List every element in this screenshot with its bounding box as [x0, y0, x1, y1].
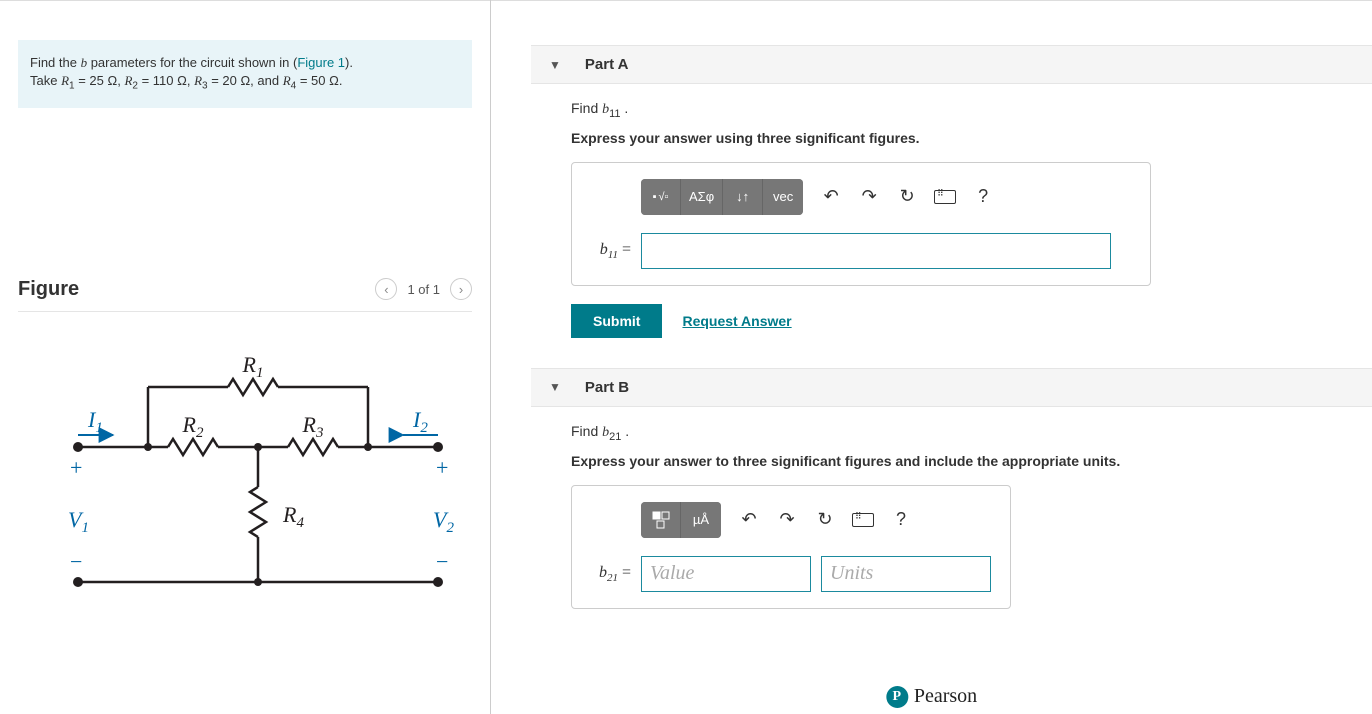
eq-sub: 11: [608, 249, 618, 261]
keyboard-icon-b[interactable]: [851, 508, 875, 532]
problem-after-link: ).: [345, 55, 353, 70]
part-a-section: ▼ Part A Find b11 . Express your answer …: [491, 45, 1372, 338]
eq-var-b: b: [599, 564, 607, 581]
edit-toolbar-b: ↶ ↷ ↻ ?: [737, 502, 913, 538]
template-button[interactable]: ▪√▫: [641, 179, 681, 215]
r1-sym: R: [61, 73, 69, 88]
eq-eq-b: =: [618, 564, 631, 581]
svg-text:+: +: [70, 455, 82, 480]
reset-button-b[interactable]: ↻: [813, 508, 837, 532]
part-b-title: Part B: [585, 379, 629, 396]
part-b-body: Find b21 . Express your answer to three …: [491, 407, 1332, 609]
r2-val: = 110 Ω,: [138, 73, 194, 88]
units-toolbar: µÅ: [641, 502, 721, 538]
frac-button[interactable]: [641, 502, 681, 538]
svg-text:I2: I2: [412, 407, 428, 436]
take-prefix: Take: [30, 73, 61, 88]
submit-button[interactable]: Submit: [571, 304, 662, 338]
svg-text:I1: I1: [87, 407, 103, 436]
next-figure-button[interactable]: ›: [450, 278, 472, 300]
pearson-footer: P Pearson: [886, 685, 977, 708]
b21-label: b21 =: [586, 564, 631, 584]
left-pane: Find the b parameters for the circuit sh…: [0, 0, 490, 714]
figure-header: Figure ‹ 1 of 1 ›: [18, 278, 472, 312]
part-a-title: Part A: [585, 56, 629, 73]
find-suffix-b: .: [621, 423, 629, 439]
part-b-eq-row: b21 =: [586, 556, 996, 592]
greek-button[interactable]: ΑΣφ: [681, 179, 723, 215]
collapse-icon[interactable]: ▼: [549, 58, 561, 72]
prev-figure-button[interactable]: ‹: [375, 278, 397, 300]
part-b-instruction: Express your answer to three significant…: [571, 453, 1332, 469]
part-a-submit-row: Submit Request Answer: [571, 304, 1332, 338]
b21-units-input[interactable]: [821, 556, 991, 592]
part-a-header: ▼ Part A: [531, 45, 1372, 84]
keyboard-icon[interactable]: [933, 185, 957, 209]
b11-input[interactable]: [641, 233, 1111, 269]
undo-button[interactable]: ↶: [819, 185, 843, 209]
figure-title: Figure: [18, 278, 79, 301]
math-toolbar: ▪√▫ ΑΣφ ↓↑ vec: [641, 179, 803, 215]
svg-text:R1: R1: [242, 357, 264, 381]
b21-value-input[interactable]: [641, 556, 811, 592]
part-b-find: Find b21 .: [571, 423, 1332, 443]
subscript-button[interactable]: ↓↑: [723, 179, 763, 215]
svg-text:R3: R3: [302, 412, 324, 441]
r3-sym: R: [194, 73, 202, 88]
undo-button-b[interactable]: ↶: [737, 508, 761, 532]
problem-statement: Find the b parameters for the circuit sh…: [18, 40, 472, 108]
problem-text: Find the: [30, 55, 81, 70]
redo-button[interactable]: ↷: [857, 185, 881, 209]
r4-sym: R: [283, 73, 291, 88]
collapse-icon[interactable]: ▼: [549, 380, 561, 394]
right-pane: ▼ Part A Find b11 . Express your answer …: [491, 0, 1372, 714]
svg-text:V2: V2: [433, 507, 454, 536]
b21-sub: 21: [609, 431, 621, 443]
pearson-logo-icon: P: [886, 686, 908, 708]
pager-text: 1 of 1: [407, 282, 440, 297]
svg-text:V1: V1: [68, 507, 89, 536]
part-a-body: Find b11 . Express your answer using thr…: [491, 84, 1332, 338]
vector-button[interactable]: vec: [763, 179, 803, 215]
problem-text-mid: parameters for the circuit shown in (: [87, 55, 297, 70]
eq-eq: =: [618, 241, 631, 258]
figure-pager: ‹ 1 of 1 ›: [375, 278, 472, 300]
part-a-eq-row: b11 =: [586, 233, 1136, 269]
r4-val: = 50 Ω.: [296, 73, 342, 88]
part-b-answer-box: µÅ ↶ ↷ ↻ ? b21 =: [571, 485, 1011, 609]
part-a-answer-box: ▪√▫ ΑΣφ ↓↑ vec ↶ ↷ ↻ ? b11 =: [571, 162, 1151, 286]
find-prefix: Find: [571, 100, 602, 116]
r1-val: = 25 Ω,: [75, 73, 125, 88]
svg-text:−: −: [70, 549, 82, 574]
eq-sub-b: 21: [607, 572, 618, 584]
help-button-b[interactable]: ?: [889, 508, 913, 532]
redo-button-b[interactable]: ↷: [775, 508, 799, 532]
find-prefix-b: Find: [571, 423, 602, 439]
svg-text:−: −: [436, 549, 448, 574]
help-button[interactable]: ?: [971, 185, 995, 209]
part-a-instruction: Express your answer using three signific…: [571, 130, 1332, 146]
figure-link[interactable]: Figure 1: [297, 55, 345, 70]
svg-text:+: +: [436, 455, 448, 480]
eq-var: b: [600, 241, 608, 258]
b11-sub: 11: [609, 108, 620, 120]
circuit-diagram: R1 R2 R3 R4 I1 I2 V1 V2 + + − −: [58, 357, 458, 607]
part-a-find: Find b11 .: [571, 100, 1332, 120]
svg-text:R2: R2: [182, 412, 204, 441]
b11-label: b11 =: [586, 241, 631, 261]
r3-val: = 20 Ω, and: [208, 73, 283, 88]
micro-angstrom-button[interactable]: µÅ: [681, 502, 721, 538]
reset-button[interactable]: ↻: [895, 185, 919, 209]
part-b-section: ▼ Part B Find b21 . Express your answer …: [491, 368, 1372, 609]
pearson-brand: Pearson: [914, 685, 977, 708]
edit-toolbar: ↶ ↷ ↻ ?: [819, 179, 995, 215]
part-b-header: ▼ Part B: [531, 368, 1372, 407]
request-answer-link[interactable]: Request Answer: [682, 313, 791, 329]
find-suffix: .: [621, 100, 629, 116]
svg-text:R4: R4: [282, 502, 304, 531]
